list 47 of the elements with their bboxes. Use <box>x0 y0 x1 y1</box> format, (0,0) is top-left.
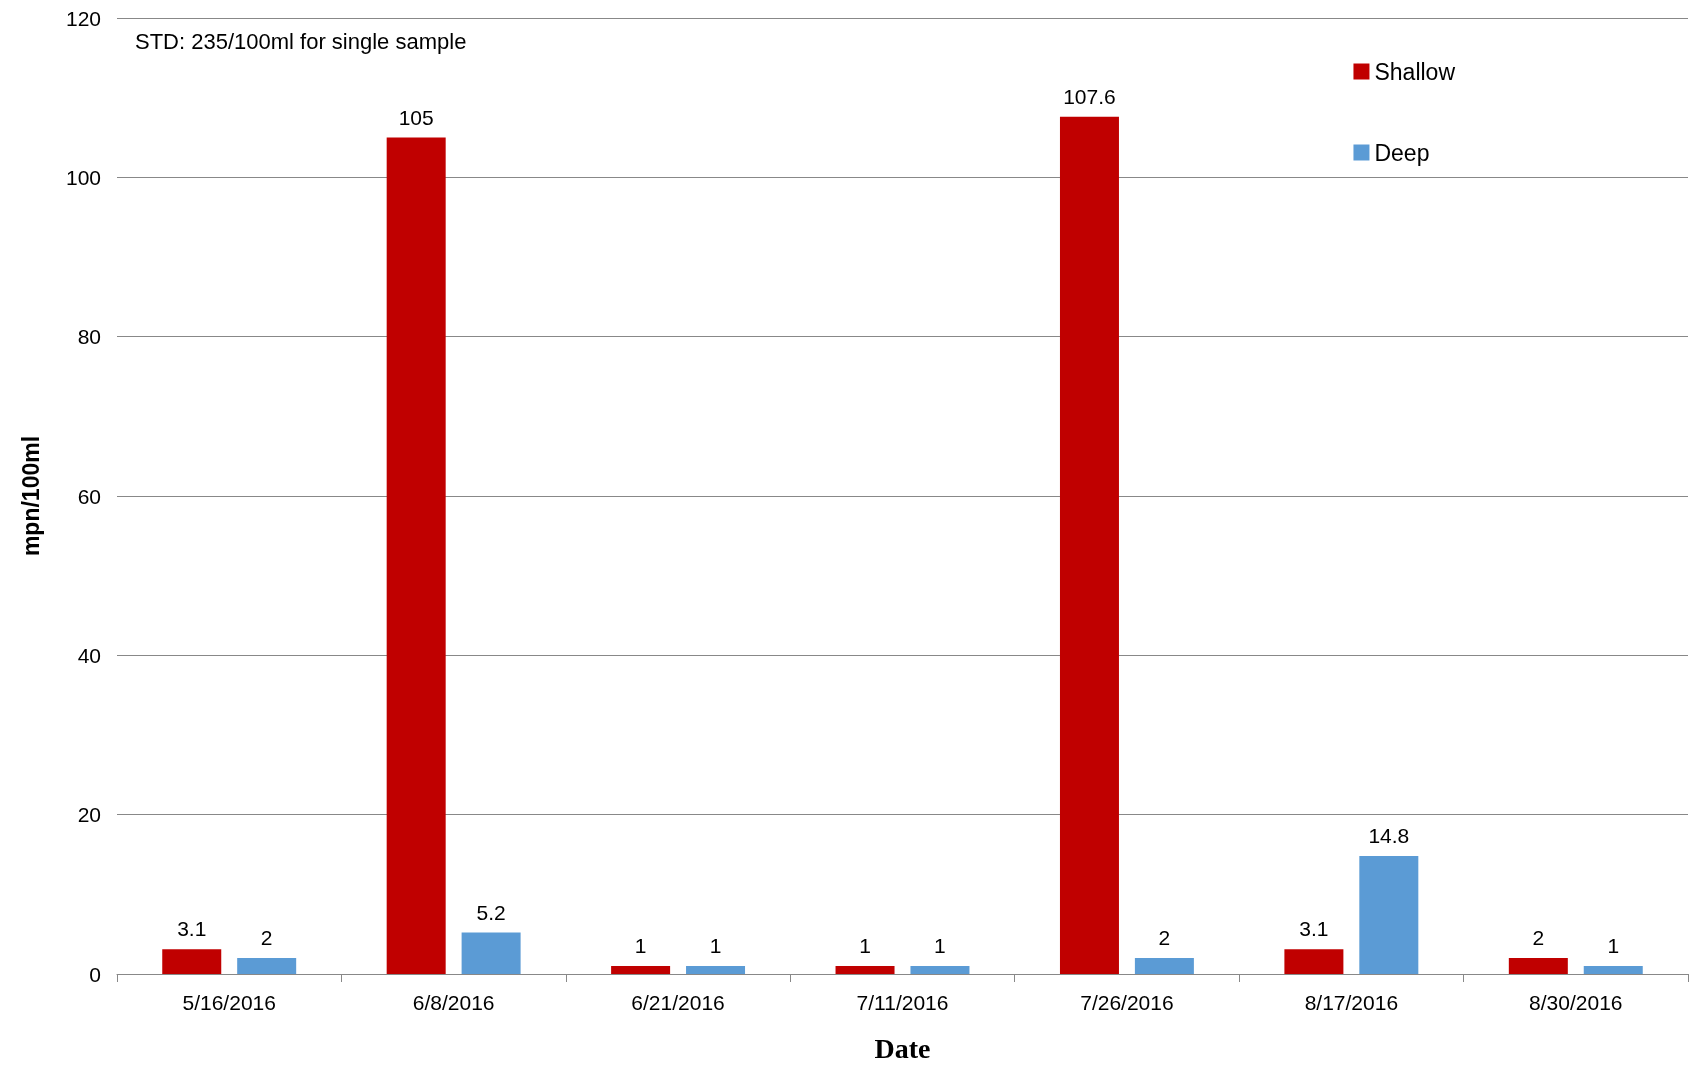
y-tick-label: 120 <box>65 6 101 30</box>
data-label: 1 <box>934 934 946 958</box>
data-label: 3.1 <box>177 917 207 941</box>
data-label: 2 <box>1532 926 1545 950</box>
y-tick-label: 80 <box>77 325 101 349</box>
data-label: 105 <box>398 105 434 129</box>
bar <box>461 932 521 974</box>
data-label: 5.2 <box>476 900 506 924</box>
data-label: 3.1 <box>1299 917 1329 941</box>
bar <box>386 137 446 974</box>
y-tick-label: 0 <box>89 962 101 986</box>
y-tick-label: 20 <box>77 803 101 827</box>
bar <box>910 966 970 974</box>
y-tick-label: 40 <box>77 643 101 667</box>
legend-label: Shallow <box>1374 58 1456 85</box>
x-axis-title: Date <box>874 1032 931 1064</box>
bar <box>1508 958 1568 974</box>
bar <box>1284 949 1344 974</box>
x-tick-label: 8/30/2016 <box>1529 991 1623 1014</box>
bar <box>1134 958 1194 974</box>
bar <box>611 966 671 974</box>
y-axis-title: mpn/100ml <box>17 435 44 557</box>
x-tick-label: 6/8/2016 <box>412 991 495 1014</box>
bar <box>1059 116 1119 974</box>
data-label: 2 <box>260 926 273 950</box>
bar <box>1359 856 1419 974</box>
bar <box>835 966 895 974</box>
x-tick-label: 7/26/2016 <box>1080 991 1174 1014</box>
legend-label: Deep <box>1374 139 1430 166</box>
bar <box>162 949 222 974</box>
data-label: 1 <box>709 934 722 958</box>
data-label: 107.6 <box>1063 84 1116 108</box>
data-label: 1 <box>859 934 871 958</box>
data-label: 14.8 <box>1368 824 1410 848</box>
x-tick-label: 7/11/2016 <box>856 991 949 1014</box>
data-label: 1 <box>634 934 647 958</box>
data-label: 2 <box>1158 926 1171 950</box>
y-tick-label: 100 <box>65 165 101 189</box>
x-tick-label: 6/21/2016 <box>631 991 725 1014</box>
data-label: 1 <box>1607 934 1620 958</box>
x-tick-label: 5/16/2016 <box>182 991 276 1014</box>
bar <box>686 966 746 974</box>
bar <box>237 958 297 974</box>
y-tick-label: 60 <box>77 484 101 508</box>
annotation: STD: 235/100ml for single sample <box>135 28 467 54</box>
x-tick-label: 8/17/2016 <box>1304 991 1399 1014</box>
bar <box>1583 966 1643 974</box>
